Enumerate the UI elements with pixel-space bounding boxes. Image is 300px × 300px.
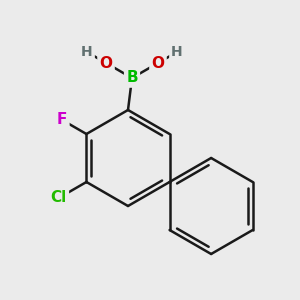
Text: H: H — [171, 45, 183, 59]
Text: B: B — [126, 70, 138, 86]
Text: O: O — [152, 56, 164, 70]
Text: Cl: Cl — [51, 190, 67, 206]
Text: F: F — [57, 112, 68, 128]
Text: H: H — [81, 45, 93, 59]
Text: O: O — [100, 56, 112, 70]
